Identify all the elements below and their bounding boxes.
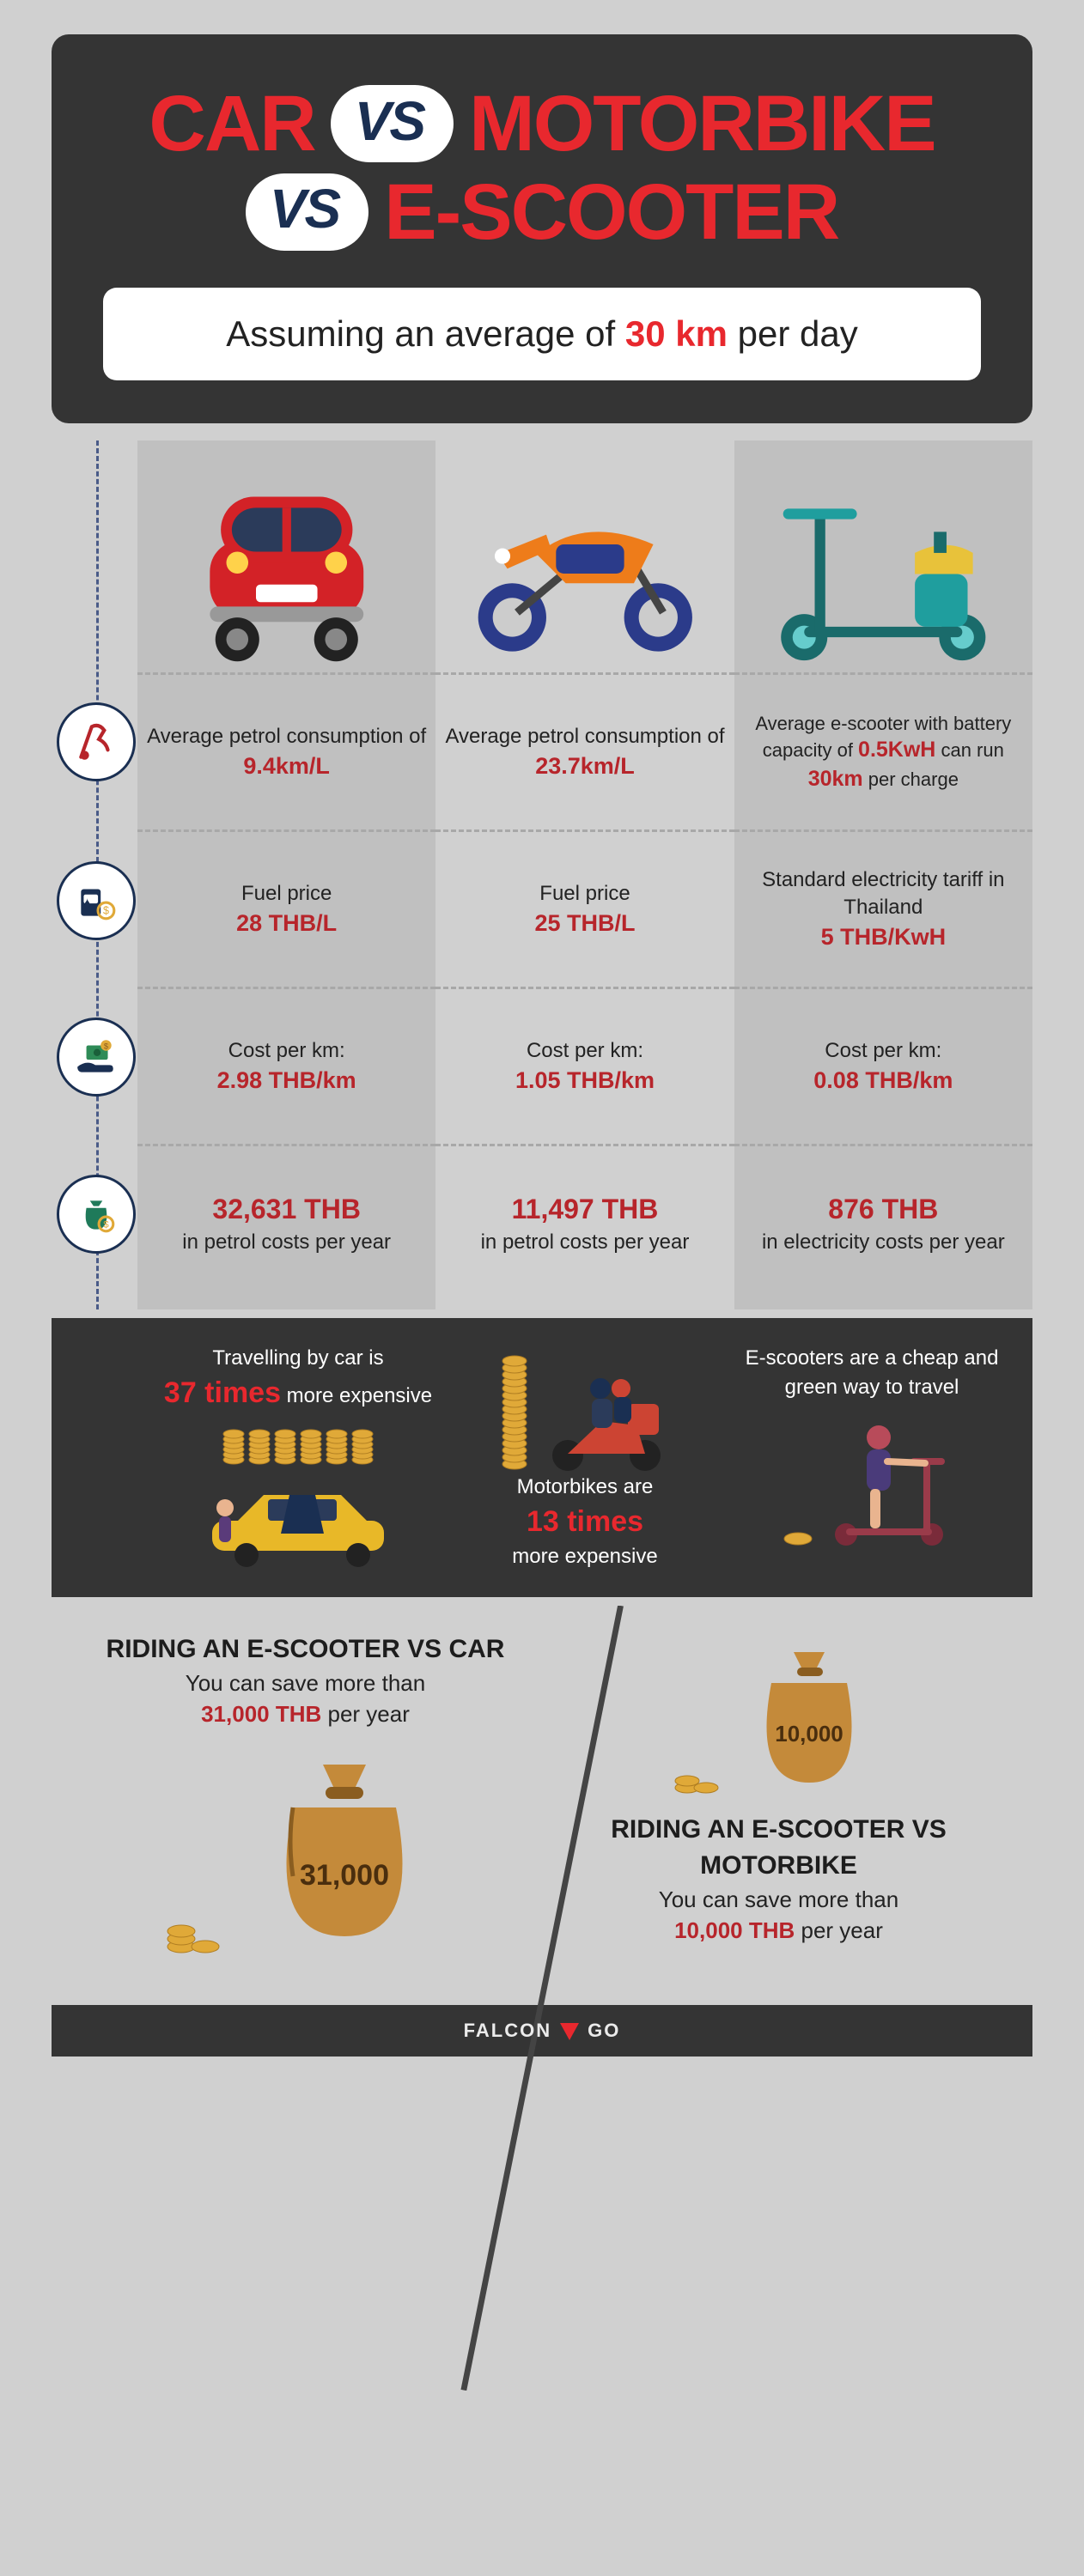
- brand-b: GO: [588, 2020, 620, 2042]
- columns: Average petrol consumption of 9.4km/L Fu…: [137, 440, 1032, 1309]
- cash-hand-icon: $: [57, 1018, 136, 1097]
- bike-perkm: Cost per km: 1.05 THB/km: [444, 989, 725, 1144]
- scooter-price: Standard electricity tariff in Thailand …: [743, 832, 1024, 987]
- svg-text:$: $: [103, 1220, 109, 1230]
- bike-yearly: 11,497 THB in petrol costs per year: [444, 1146, 725, 1301]
- summary-scooter: E-scooters are a cheap and green way to …: [728, 1344, 1015, 1571]
- header-panel: CAR VS MOTORBIKE VS E-SCOOTER Assuming a…: [52, 34, 1032, 423]
- svg-text:$: $: [103, 905, 109, 917]
- brand-a: FALCON: [464, 2020, 551, 2042]
- title-line-2: VS E-SCOOTER: [94, 171, 990, 254]
- infographic-page: CAR VS MOTORBIKE VS E-SCOOTER Assuming a…: [0, 0, 1084, 2074]
- savings-section: RIDING AN E-SCOOTER VS CAR You can save …: [52, 1597, 1032, 2005]
- title-escooter: E-SCOOTER: [384, 171, 838, 254]
- bike-consumption: Average petrol consumption of 23.7km/L: [444, 675, 725, 829]
- summary-car: Travelling by car is 37 times more expen…: [155, 1344, 442, 1571]
- coin-stacks-car: [221, 1422, 375, 1465]
- summary-bike: Motorbikes are 13 times more expensive: [442, 1344, 728, 1571]
- vs-badge-1: VS: [331, 85, 454, 162]
- col-escooter: Average e-scooter with battery capacity …: [734, 440, 1032, 1309]
- car-icon: [146, 475, 427, 672]
- diagonal-divider: [444, 1606, 640, 2391]
- comparison-grid: $ $ $: [52, 440, 1032, 1309]
- car-consumption: Average petrol consumption of 9.4km/L: [146, 675, 427, 829]
- taxi-scene-icon: [186, 1473, 410, 1568]
- subtitle-pre: Assuming an average of: [226, 313, 625, 354]
- car-fuelprice: Fuel price 28 THB/L: [146, 832, 427, 987]
- svg-text:$: $: [104, 1042, 109, 1051]
- bike-fuelprice: Fuel price 25 THB/L: [444, 832, 725, 987]
- fuel-pump-icon: [57, 702, 136, 781]
- money-bag-icon: $: [57, 1175, 136, 1254]
- car-perkm: Cost per km: 2.98 THB/km: [146, 989, 427, 1144]
- scooter-yearly: 876 THB in electricity costs per year: [743, 1146, 1024, 1301]
- scooter-perkm: Cost per km: 0.08 THB/km: [743, 989, 1024, 1144]
- escooter-icon: [743, 475, 1024, 672]
- title-motorbike: MOTORBIKE: [469, 82, 935, 166]
- vs-badge-2: VS: [246, 173, 368, 251]
- subtitle-post: per day: [728, 313, 858, 354]
- motorbike-icon: [444, 475, 725, 672]
- col-car: Average petrol consumption of 9.4km/L Fu…: [137, 440, 435, 1309]
- scooter-consumption: Average e-scooter with battery capacity …: [743, 675, 1024, 829]
- title-car: CAR: [149, 82, 314, 166]
- bike-rider-icon: [490, 1344, 679, 1473]
- svg-text:10,000: 10,000: [775, 1721, 843, 1747]
- subtitle-box: Assuming an average of 30 km per day: [103, 288, 981, 380]
- title-line-1: CAR VS MOTORBIKE: [94, 82, 990, 166]
- scooter-rider-icon: [777, 1410, 966, 1547]
- comparison-summary-band: Travelling by car is 37 times more expen…: [52, 1318, 1032, 1597]
- col-motorbike: Average petrol consumption of 23.7km/L F…: [435, 440, 734, 1309]
- subtitle-hl: 30 km: [625, 313, 728, 354]
- oil-can-icon: $: [57, 861, 136, 940]
- car-yearly: 32,631 THB in petrol costs per year: [146, 1146, 427, 1301]
- svg-text:31,000: 31,000: [300, 1859, 389, 1892]
